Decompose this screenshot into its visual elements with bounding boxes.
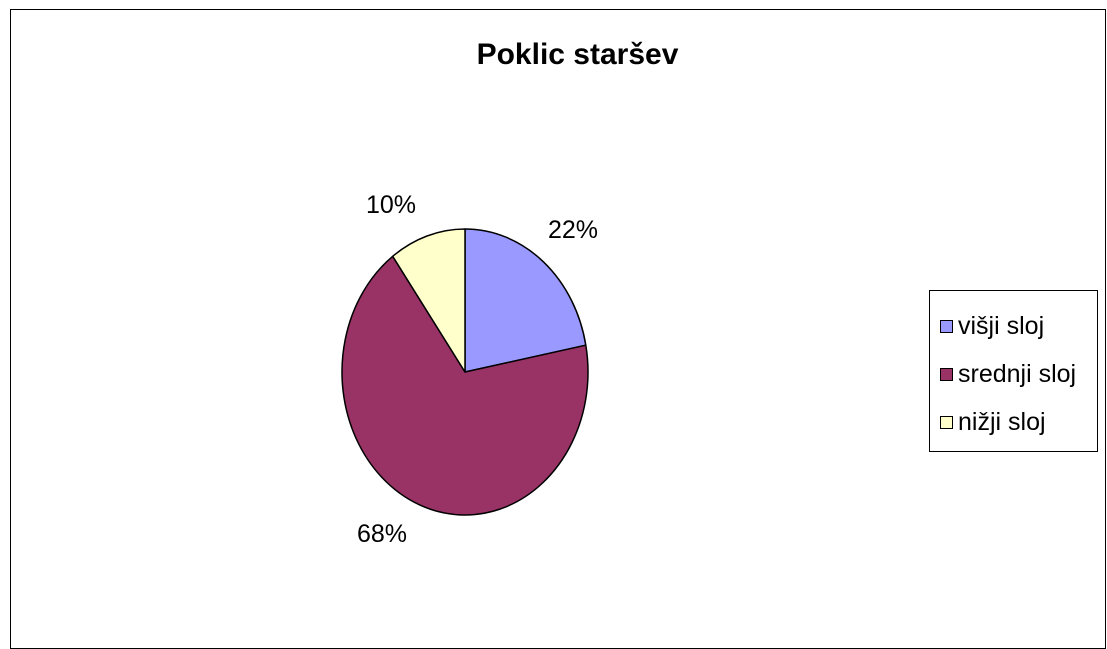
legend-item-srednji-sloj: srednji sloj	[940, 359, 1076, 389]
legend-swatch-nizji-sloj	[940, 415, 953, 429]
legend: višji sloj srednji sloj nižji sloj	[929, 290, 1098, 452]
legend-label-nizji-sloj: nižji sloj	[958, 407, 1046, 436]
legend-swatch-visji-sloj	[940, 319, 953, 333]
pie-slice-srednji-sloj	[341, 255, 589, 516]
pie-slice-nizji-sloj	[391, 228, 466, 373]
legend-label-visji-sloj: višji sloj	[958, 311, 1045, 340]
data-label-nizji-sloj: 10%	[366, 191, 417, 219]
legend-item-visji-sloj: višji sloj	[940, 311, 1044, 341]
data-label-visji-sloj: 22%	[548, 216, 599, 244]
legend-label-srednji-sloj: srednji sloj	[958, 359, 1077, 388]
pie-slice-visji-sloj	[464, 228, 587, 373]
pie-chart	[341, 228, 589, 516]
legend-swatch-srednji-sloj	[940, 367, 953, 381]
chart-title: Poklic staršev	[476, 38, 679, 71]
data-label-srednji-sloj: 68%	[357, 520, 408, 548]
legend-item-nizji-sloj: nižji sloj	[940, 407, 1046, 437]
